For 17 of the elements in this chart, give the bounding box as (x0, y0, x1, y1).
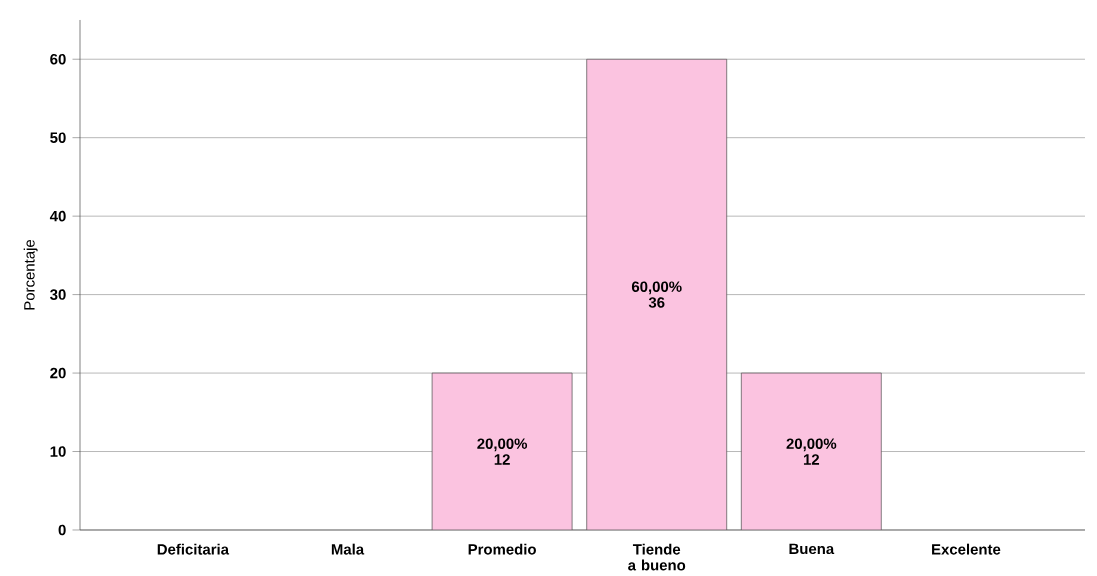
x-tick-label: Mala (331, 543, 365, 555)
y-axis-title: Porcentaje (23, 239, 38, 310)
data-label: 60,00% 36 (631, 281, 682, 308)
data-label: 20,00% 12 (477, 438, 528, 465)
y-tick-label: 0 (58, 524, 66, 536)
y-tick-label: 10 (50, 446, 66, 457)
x-tick-label: Buena (789, 543, 835, 555)
x-tick-label: Tiende a bueno (628, 543, 686, 571)
x-tick-label: Excelente (932, 543, 1001, 555)
y-tick-label: 50 (50, 132, 66, 143)
data-label: 20,00% 12 (786, 438, 837, 465)
y-tick-label: 60 (50, 53, 66, 65)
x-tick-label: Promedio (468, 543, 536, 555)
x-tick-label: Deficitaria (157, 543, 230, 555)
y-tick-label: 30 (50, 289, 66, 300)
y-tick-label: 40 (49, 210, 66, 222)
y-tick-label: 20 (50, 367, 66, 379)
